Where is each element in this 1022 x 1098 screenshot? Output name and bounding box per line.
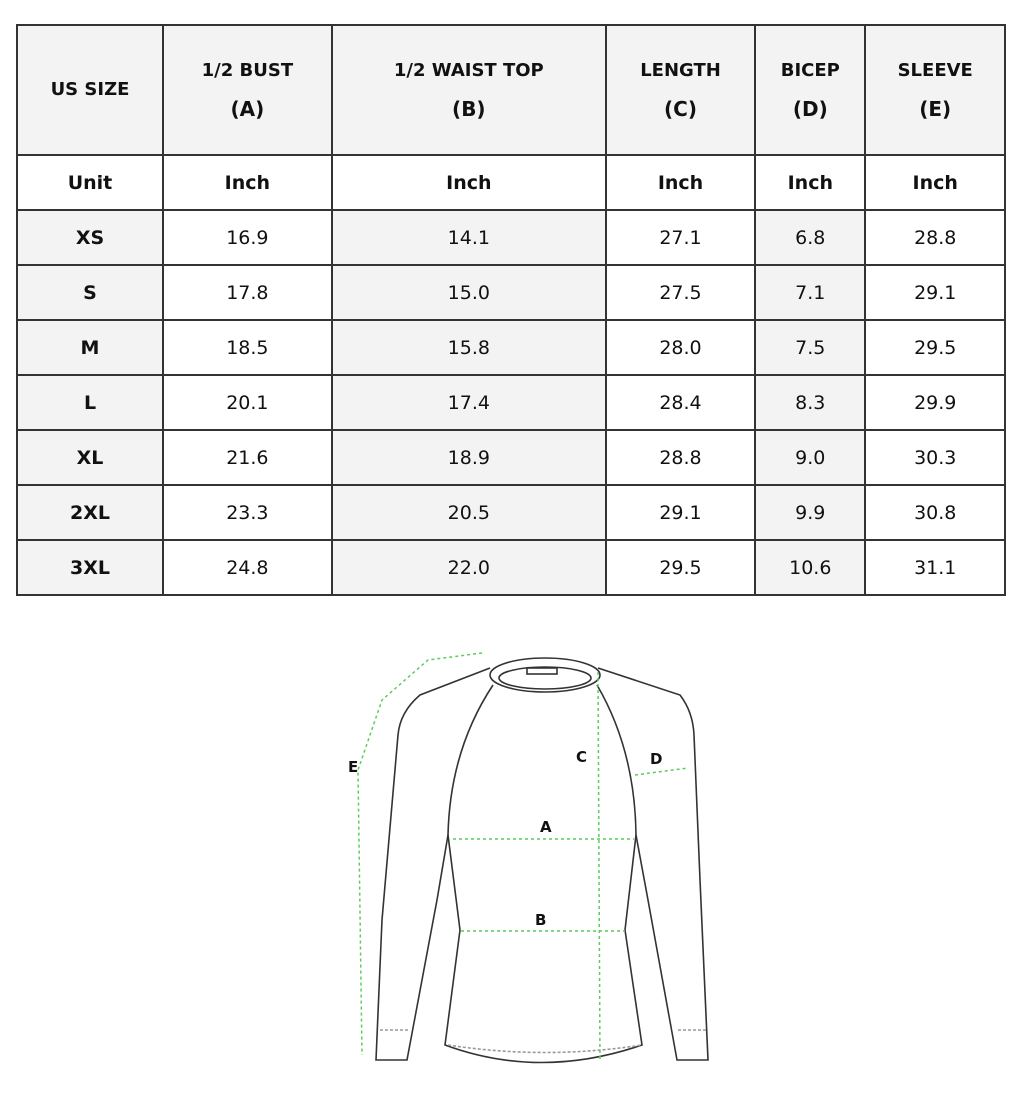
header-code: (E) (919, 97, 952, 121)
value-cell: 20.5 (330, 484, 607, 541)
measure-line-e (357, 652, 483, 1056)
header-code: (B) (452, 97, 486, 121)
header-title: US SIZE (50, 79, 130, 100)
value-cell: 28.4 (604, 374, 757, 431)
label-c: C (576, 748, 587, 766)
column-header: BICEP (D) (754, 24, 867, 156)
value-cell: 24.8 (161, 539, 333, 596)
column-header: LENGTH (C) (604, 24, 757, 156)
size-chart-table: US SIZE 1/2 BUST (A) 1/2 WAIST TOP (B) LENGTH… (16, 24, 1006, 596)
value-cell: 20.1 (161, 374, 333, 431)
value-cell: 17.4 (330, 374, 607, 431)
value-cell: 6.8 (754, 209, 867, 266)
value-cell: 29.9 (864, 374, 1006, 431)
label-a: A (540, 818, 552, 836)
column-header: 1/2 WAIST TOP (B) (330, 24, 607, 156)
value-cell: 9.0 (754, 429, 867, 486)
value-cell: 15.0 (330, 264, 607, 321)
unit-row: Unit Inch Inch Inch Inch Inch (16, 154, 1006, 211)
value-cell: 28.8 (604, 429, 757, 486)
table-row: S 17.8 15.0 27.5 7.1 29.1 (16, 264, 1006, 321)
header-title: 1/2 BUST (201, 60, 294, 81)
value-cell: 27.1 (604, 209, 757, 266)
header-title: SLEEVE (897, 60, 973, 81)
value-cell: 29.1 (864, 264, 1006, 321)
header-title: BICEP (780, 60, 840, 81)
unit-cell: Unit (16, 154, 164, 211)
header-title: LENGTH (640, 60, 721, 81)
header-code: (A) (230, 97, 265, 121)
value-cell: 29.5 (604, 539, 757, 596)
measure-line-d (634, 767, 689, 776)
value-cell: 30.3 (864, 429, 1006, 486)
label-e: E (348, 758, 358, 776)
value-cell: 7.1 (754, 264, 867, 321)
value-cell: 28.8 (864, 209, 1006, 266)
unit-cell: Inch (161, 154, 333, 211)
value-cell: 9.9 (754, 484, 867, 541)
unit-cell: Inch (864, 154, 1006, 211)
measurement-lines (357, 652, 689, 1063)
unit-cell: Inch (754, 154, 867, 211)
value-cell: 28.0 (604, 319, 757, 376)
unit-cell: Inch (330, 154, 607, 211)
header-code: (C) (664, 97, 697, 121)
unit-cell: Inch (604, 154, 757, 211)
column-header: SLEEVE (E) (864, 24, 1006, 156)
label-d: D (650, 750, 662, 768)
value-cell: 29.1 (604, 484, 757, 541)
value-cell: 18.9 (330, 429, 607, 486)
value-cell: 21.6 (161, 429, 333, 486)
value-cell: 8.3 (754, 374, 867, 431)
shirt-outline (375, 657, 709, 1064)
value-cell: 14.1 (330, 209, 607, 266)
column-header: 1/2 BUST (A) (161, 24, 333, 156)
table-row: 2XL 23.3 20.5 29.1 9.9 30.8 (16, 484, 1006, 541)
value-cell: 27.5 (604, 264, 757, 321)
value-cell: 16.9 (161, 209, 333, 266)
value-cell: 7.5 (754, 319, 867, 376)
size-cell: L (16, 374, 164, 431)
value-cell: 31.1 (864, 539, 1006, 596)
size-cell: 3XL (16, 539, 164, 596)
value-cell: 23.3 (161, 484, 333, 541)
measure-line-c (597, 671, 601, 1063)
value-cell: 15.8 (330, 319, 607, 376)
value-cell: 30.8 (864, 484, 1006, 541)
size-cell: M (16, 319, 164, 376)
value-cell: 10.6 (754, 539, 867, 596)
table-row: XS 16.9 14.1 27.1 6.8 28.8 (16, 209, 1006, 266)
column-header: US SIZE (16, 24, 164, 156)
value-cell: 22.0 (330, 539, 607, 596)
size-cell: XS (16, 209, 164, 266)
size-cell: S (16, 264, 164, 321)
table-row: XL 21.6 18.9 28.8 9.0 30.3 (16, 429, 1006, 486)
table-row: L 20.1 17.4 28.4 8.3 29.9 (16, 374, 1006, 431)
value-cell: 18.5 (161, 319, 333, 376)
value-cell: 29.5 (864, 319, 1006, 376)
size-cell: XL (16, 429, 164, 486)
size-cell: 2XL (16, 484, 164, 541)
value-cell: 17.8 (161, 264, 333, 321)
table-row: 3XL 24.8 22.0 29.5 10.6 31.1 (16, 539, 1006, 596)
table-row: M 18.5 15.8 28.0 7.5 29.5 (16, 319, 1006, 376)
header-title: 1/2 WAIST TOP (393, 60, 544, 81)
header-row: US SIZE 1/2 BUST (A) 1/2 WAIST TOP (B) LENGTH… (16, 24, 1006, 156)
label-b: B (535, 911, 546, 929)
header-code: (D) (792, 97, 828, 121)
